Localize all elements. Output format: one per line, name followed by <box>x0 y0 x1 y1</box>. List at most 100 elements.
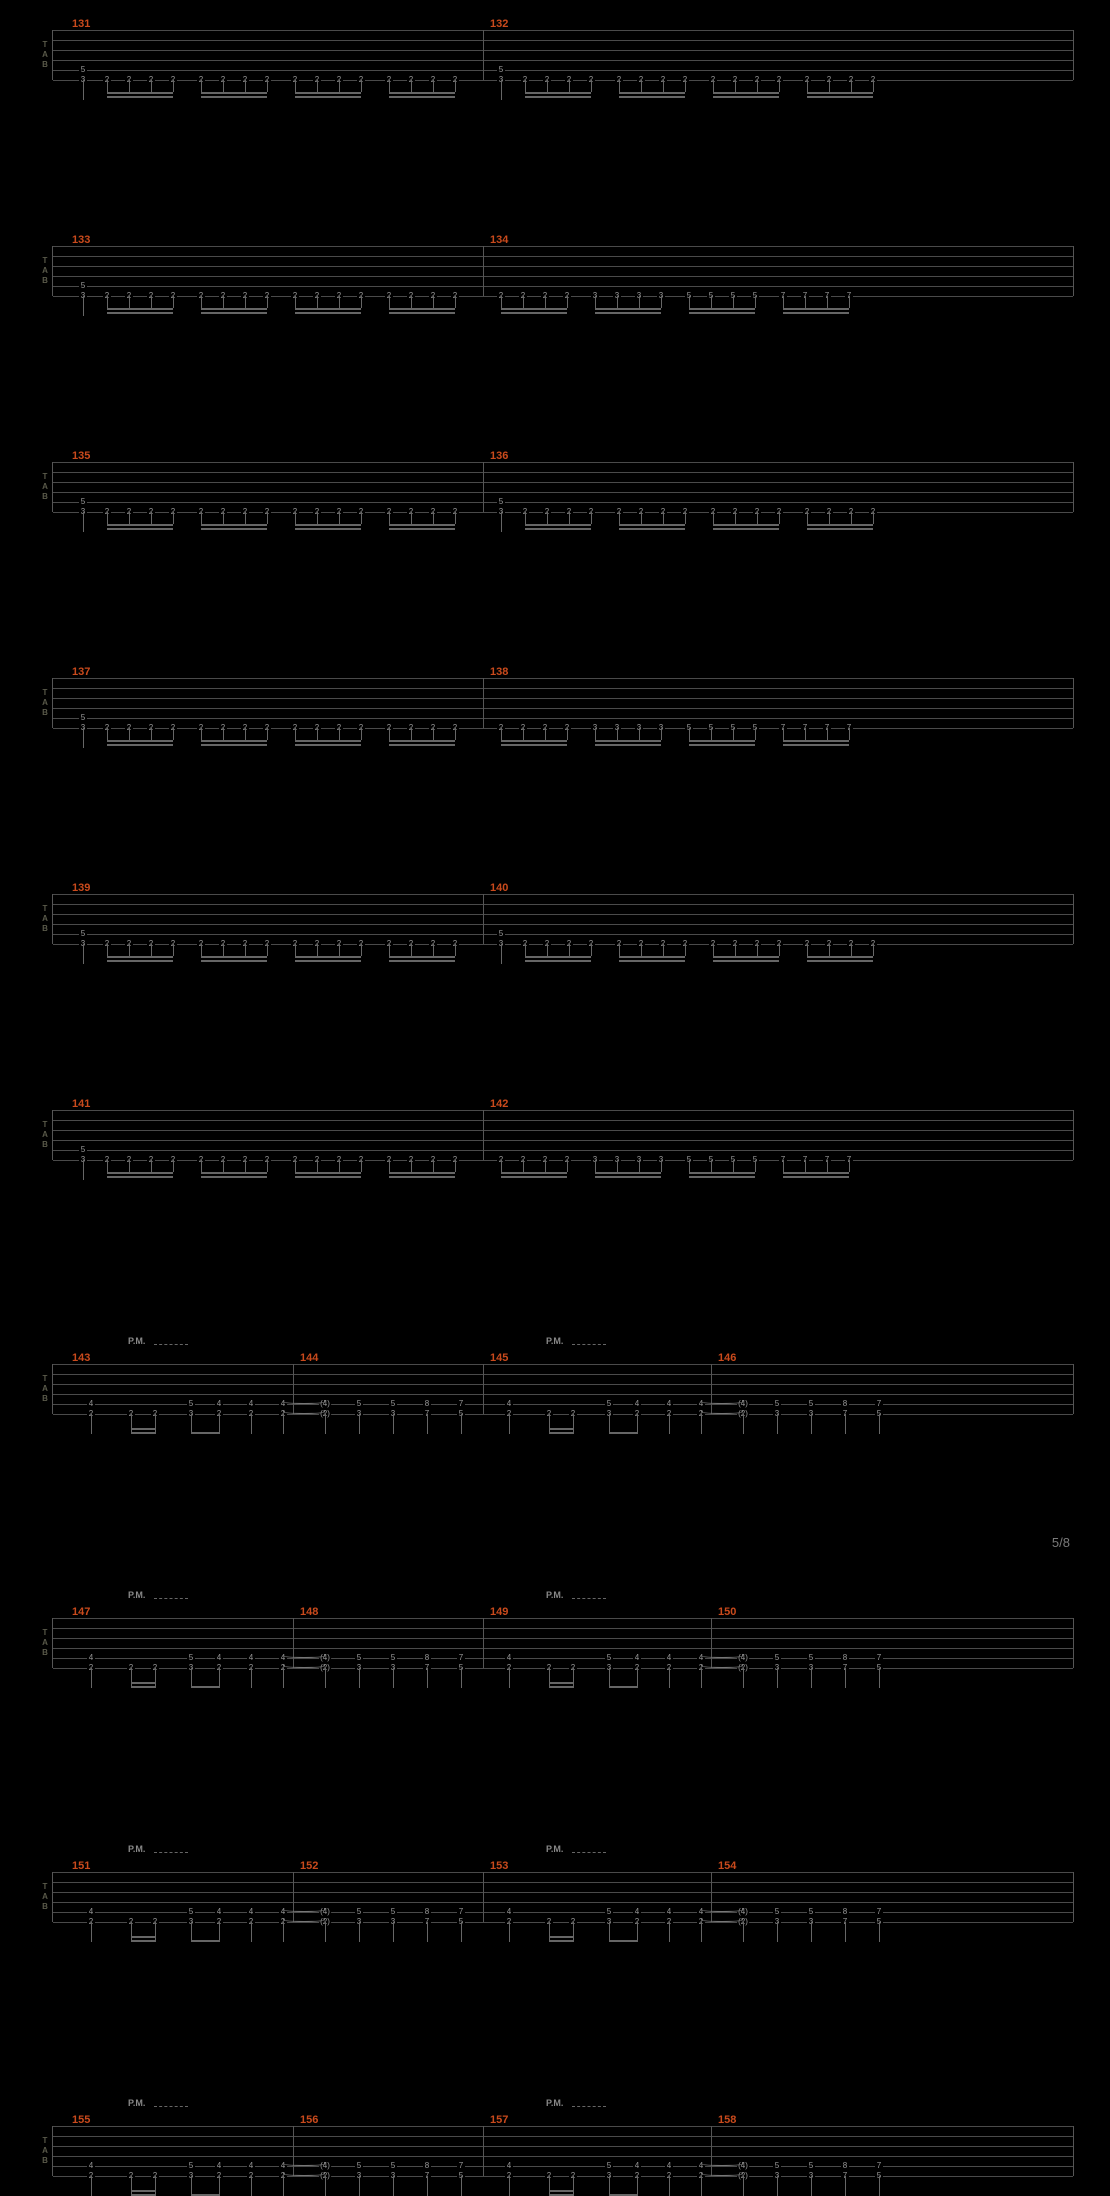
fret-number: 8 <box>841 1400 849 1408</box>
tab-staff: 422253424242(4)(2)53538775422253424242(4… <box>52 1618 1074 1668</box>
measure-number: 138 <box>490 666 508 678</box>
barline <box>483 462 484 512</box>
fret-number: 4 <box>247 1908 255 1916</box>
barline <box>483 1872 484 1922</box>
fret-number: 4 <box>665 1400 673 1408</box>
fret-number: 7 <box>457 1400 465 1408</box>
fret-number: 5 <box>79 1146 87 1154</box>
tab-staff: 535322222222222222222222222222222222 <box>52 894 1074 944</box>
fret-number: 5 <box>773 1400 781 1408</box>
fret-number: 4 <box>87 2162 95 2170</box>
fret-number: 7 <box>875 1654 883 1662</box>
fret-number: 4 <box>505 1654 513 1662</box>
tab-staff: 535322222222222222222222222222222222 <box>52 30 1074 80</box>
fret-number: 5 <box>807 2162 815 2170</box>
tab-clef-label: TAB <box>38 40 52 70</box>
fret-number: 5 <box>389 1908 397 1916</box>
tab-staff: 5322222222222222222222333355557777 <box>52 246 1074 296</box>
tab-system: TAB5322222222222222222222333355557777137… <box>36 678 1074 728</box>
fret-number: 8 <box>841 1654 849 1662</box>
fret-number: 4 <box>215 1400 223 1408</box>
tab-staff: 5322222222222222222222333355557777 <box>52 1110 1074 1160</box>
measure-number: 142 <box>490 1098 508 1110</box>
measure-number: 156 <box>300 2114 318 2126</box>
measure-number: 152 <box>300 1860 318 1872</box>
tab-clef-label: TAB <box>38 904 52 934</box>
fret-number: 4 <box>87 1908 95 1916</box>
tab-staff: 5322222222222222222222333355557777 <box>52 678 1074 728</box>
measure-number: 136 <box>490 450 508 462</box>
tab-clef-label: TAB <box>38 1882 52 1912</box>
barline <box>711 1618 712 1668</box>
fret-number: 5 <box>773 1908 781 1916</box>
barline <box>711 1364 712 1414</box>
fret-number: 5 <box>79 714 87 722</box>
palm-mute-label: P.M. <box>546 1336 563 1346</box>
measure-number: 153 <box>490 1860 508 1872</box>
tab-staff: 422253424242(4)(2)53538775422253424242(4… <box>52 1364 1074 1414</box>
measure-number: 148 <box>300 1606 318 1618</box>
measure-number: 137 <box>72 666 90 678</box>
fret-number: 7 <box>457 1654 465 1662</box>
tab-system: TAB5322222222222222222222333355557777133… <box>36 246 1074 296</box>
fret-number: 4 <box>247 1400 255 1408</box>
tab-staff: 422253424242(4)(2)53538775422253424242(4… <box>52 2126 1074 2176</box>
tab-clef-label: TAB <box>38 688 52 718</box>
fret-number: 5 <box>773 1654 781 1662</box>
fret-number: 4 <box>665 1654 673 1662</box>
tab-clef-label: TAB <box>38 2136 52 2166</box>
measure-number: 144 <box>300 1352 318 1364</box>
barline <box>293 1618 294 1668</box>
measure-number: 143 <box>72 1352 90 1364</box>
fret-number: 8 <box>423 1654 431 1662</box>
fret-number: 4 <box>633 2162 641 2170</box>
barline <box>483 1110 484 1160</box>
fret-number: 4 <box>247 1654 255 1662</box>
fret-number: 5 <box>187 2162 195 2170</box>
tab-staff: 535322222222222222222222222222222222 <box>52 462 1074 512</box>
barline <box>483 1618 484 1668</box>
fret-number: 8 <box>423 1908 431 1916</box>
fret-number: 4 <box>505 1400 513 1408</box>
palm-mute-label: P.M. <box>546 1590 563 1600</box>
fret-number: 7 <box>875 1908 883 1916</box>
measure-number: 131 <box>72 18 90 30</box>
tab-system: TAB422253424242(4)(2)5353877542225342424… <box>36 1364 1074 1414</box>
fret-number: 5 <box>497 66 505 74</box>
tab-system: TAB5322222222222222222222333355557777141… <box>36 1110 1074 1160</box>
fret-number: 4 <box>87 1400 95 1408</box>
page-number: 5/8 <box>1052 1535 1070 1550</box>
measure-number: 135 <box>72 450 90 462</box>
fret-number: 5 <box>355 2162 363 2170</box>
barline <box>483 1364 484 1414</box>
measure-number: 140 <box>490 882 508 894</box>
fret-number: 4 <box>633 1654 641 1662</box>
measure-number: 154 <box>718 1860 736 1872</box>
measure-number: 134 <box>490 234 508 246</box>
fret-number: 5 <box>355 1908 363 1916</box>
palm-mute-label: P.M. <box>546 1844 563 1854</box>
fret-number: 5 <box>605 2162 613 2170</box>
measure-number: 150 <box>718 1606 736 1618</box>
tab-system: TAB422253424242(4)(2)5353877542225342424… <box>36 1618 1074 1668</box>
fret-number: 5 <box>79 66 87 74</box>
fret-number: 4 <box>505 1908 513 1916</box>
fret-number: 5 <box>187 1908 195 1916</box>
measure-number: 147 <box>72 1606 90 1618</box>
palm-mute-label: P.M. <box>128 1844 145 1854</box>
fret-number: 4 <box>633 1400 641 1408</box>
fret-number: 5 <box>355 1400 363 1408</box>
tab-clef-label: TAB <box>38 1120 52 1150</box>
fret-number: 5 <box>79 930 87 938</box>
fret-number: 8 <box>423 1400 431 1408</box>
fret-number: 4 <box>87 1654 95 1662</box>
tab-clef-label: TAB <box>38 472 52 502</box>
barline <box>483 678 484 728</box>
fret-number: 5 <box>497 930 505 938</box>
measure-number: 146 <box>718 1352 736 1364</box>
fret-number: 5 <box>605 1908 613 1916</box>
barline <box>293 1364 294 1414</box>
fret-number: 7 <box>875 1400 883 1408</box>
fret-number: 5 <box>605 1400 613 1408</box>
measure-number: 157 <box>490 2114 508 2126</box>
